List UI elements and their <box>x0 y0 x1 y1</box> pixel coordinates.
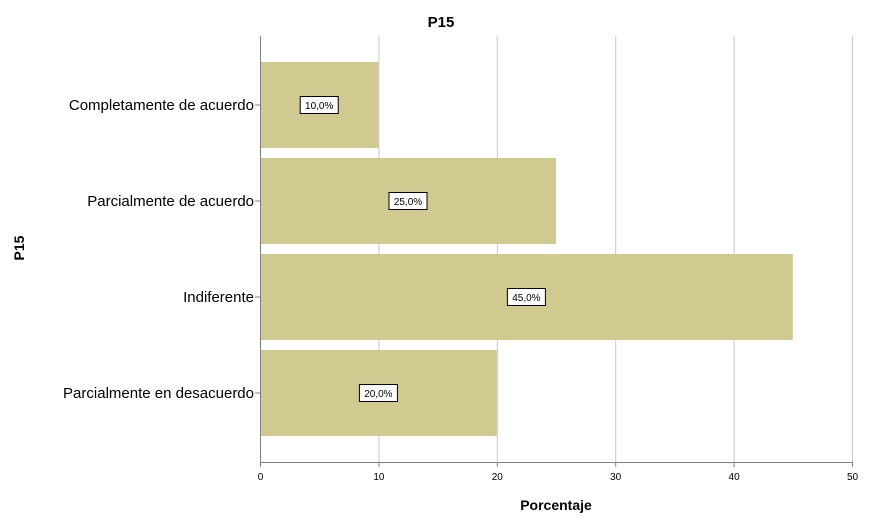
data-label-3: 45,0% <box>512 293 540 304</box>
data-label-box-3 <box>506 288 546 306</box>
data-label-2: 25,0% <box>394 197 422 208</box>
data-label-4: 20,0% <box>364 389 392 400</box>
x-tick-label-10: 10 <box>373 472 385 483</box>
data-label-box-2 <box>388 192 428 210</box>
category-label-4: Parcialmente en desacuerdo <box>63 385 254 402</box>
bars <box>260 62 793 436</box>
x-tick-label-20: 20 <box>492 472 504 483</box>
x-tick-label-50: 50 <box>847 472 859 483</box>
x-tick-label-40: 40 <box>729 472 741 483</box>
x-tick-label-30: 30 <box>610 472 622 483</box>
data-label-box-1 <box>299 96 339 114</box>
x-axis-title: Porcentaje <box>520 497 592 513</box>
data-label-box-4 <box>358 384 398 402</box>
labels: 0 10 20 30 40 50 Completamente de acuerdo 10,0%… <box>63 96 859 483</box>
category-label-2: Parcialmente de acuerdo <box>87 193 254 210</box>
category-label-1: Completamente de acuerdo <box>69 97 254 114</box>
category-label-3: Indiferente <box>183 289 254 306</box>
x-tick-label-0: 0 <box>258 472 264 483</box>
chart-title: P15 <box>428 14 455 31</box>
axes <box>255 36 853 467</box>
data-label-1: 10,0% <box>305 101 333 112</box>
y-axis-title: P15 <box>11 235 27 260</box>
